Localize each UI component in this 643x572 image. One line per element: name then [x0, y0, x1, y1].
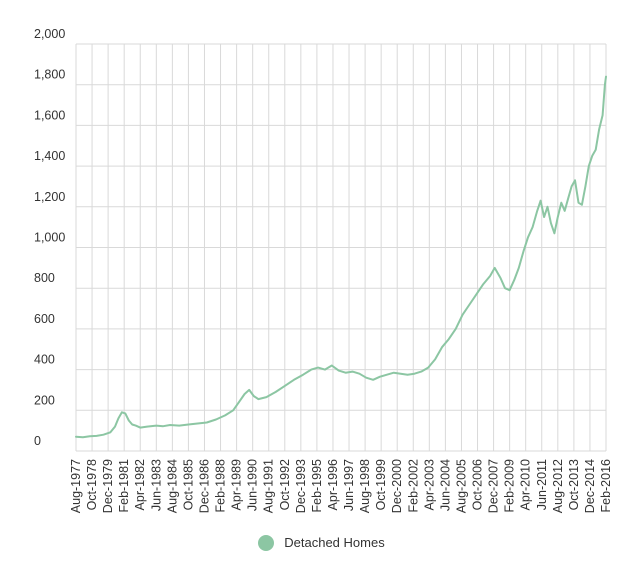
x-tick-label: Dec-1986 [197, 459, 211, 513]
x-tick-label: Dec-1979 [101, 459, 115, 513]
x-tick-label: Dec-2014 [583, 459, 597, 513]
x-tick-label: Jun-1990 [246, 459, 260, 511]
y-tick-label: 1,000 [34, 231, 65, 245]
legend-label: Detached Homes [284, 535, 385, 551]
x-tick-label: Aug-1998 [358, 459, 372, 513]
x-tick-label: Jun-2011 [535, 459, 549, 510]
x-tick-label: Aug-1991 [262, 459, 276, 513]
x-tick-label: Aug-1977 [69, 459, 83, 513]
y-tick-label: 800 [34, 271, 55, 285]
y-tick-label: 2,000 [34, 27, 65, 41]
x-tick-label: Feb-1981 [117, 459, 131, 513]
grid-lines [75, 43, 607, 452]
y-tick-label: 200 [34, 393, 55, 407]
x-tick-label: Apr-1982 [133, 459, 147, 510]
x-tick-label: Jun-2004 [438, 459, 452, 511]
x-tick-label: Oct-2006 [471, 459, 485, 510]
x-tick-label: Dec-1993 [294, 459, 308, 513]
x-tick-label: Dec-2000 [390, 459, 404, 513]
y-tick-label: 1,600 [34, 108, 65, 122]
y-tick-label: 600 [34, 312, 55, 326]
x-tick-label: Oct-1999 [374, 459, 388, 510]
x-tick-label: Aug-1984 [165, 459, 179, 513]
x-tick-label: Oct-1992 [278, 459, 292, 510]
legend: Detached Homes [0, 534, 643, 551]
x-tick-label: Apr-1989 [230, 459, 244, 510]
x-tick-label: Feb-1995 [310, 459, 324, 513]
x-tick-label: Feb-2016 [599, 459, 613, 513]
x-tick-label: Oct-2013 [567, 459, 581, 510]
y-tick-label: 0 [34, 434, 41, 448]
series-lines [75, 75, 607, 439]
x-tick-label: Dec-2007 [487, 459, 501, 513]
x-tick-label: Jun-1997 [342, 459, 356, 511]
y-tick-label: 1,800 [34, 68, 65, 82]
y-tick-label: 400 [34, 353, 55, 367]
y-tick-label: 1,400 [34, 149, 65, 163]
x-tick-label: Jun-1983 [149, 459, 163, 511]
x-tick-label: Feb-1988 [214, 459, 228, 513]
x-tick-label: Apr-2010 [519, 459, 533, 510]
x-tick-label: Feb-2009 [503, 459, 517, 513]
x-tick-label: Apr-1996 [326, 459, 340, 510]
x-tick-label: Apr-2003 [422, 459, 436, 510]
x-tick-label: Feb-2002 [406, 459, 420, 513]
x-tick-label: Aug-2005 [454, 459, 468, 513]
y-axis: 0 200 400 600 800 1,000 1,200 1,400 1,600 1,800 2,… [34, 27, 65, 448]
x-tick-label: Oct-1978 [85, 459, 99, 510]
x-tick-label: Aug-2012 [551, 459, 565, 513]
series-line [75, 75, 607, 439]
x-tick-label: Oct-1985 [181, 459, 195, 510]
y-tick-label: 1,200 [34, 190, 65, 204]
x-axis: Aug-1977 Oct-1978 Dec-1979 Feb-1981 Apr-1982… [69, 459, 613, 513]
legend-marker [258, 534, 275, 551]
